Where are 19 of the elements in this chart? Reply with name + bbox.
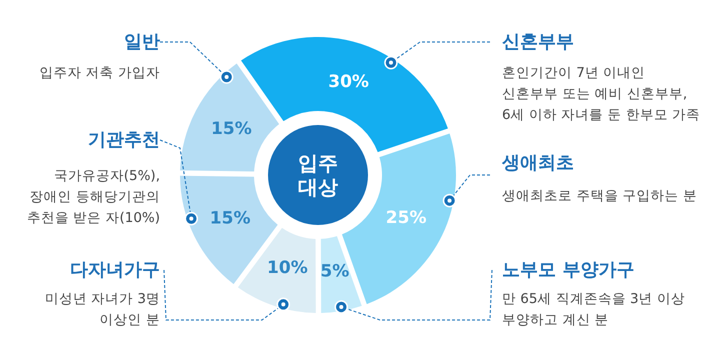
data-label: 15% [211,119,252,140]
data-label: 30% [328,72,369,92]
text: 생애최초로 주택을 구입하는 분 [502,188,697,204]
slice-label: 신혼부부 [502,32,574,52]
text: 혼인기간이 7년 이내인 신혼부부 또는 예비 신혼부부, 6세 이하 자녀를 둔 한부모 가족 [502,65,700,123]
data-label: 15% [210,208,250,228]
slice-label: 일반 [124,32,160,52]
text: 국가유공자(5%), 장애인 등해당기관의 추천을 받은 자(10%) [26,168,160,226]
slice-label: 기관추천 [88,130,160,150]
data-label: 5% [320,262,350,282]
text: 미성년 자녀가 3명 이상인 분 [44,291,160,328]
text: 만 65세 직계존속을 3년 이상 부양하고 계신 분 [502,291,685,328]
data-label: 10% [267,258,308,278]
slice-label: 노부모 부양가구 [502,260,634,280]
text: 입주자 저축 가입자 [39,65,160,81]
data-label: 25% [386,208,427,228]
text: 입주 대상 [298,151,338,199]
slice-label: 다자녀가구 [70,260,160,280]
slice-label: 생애최초 [501,152,574,174]
